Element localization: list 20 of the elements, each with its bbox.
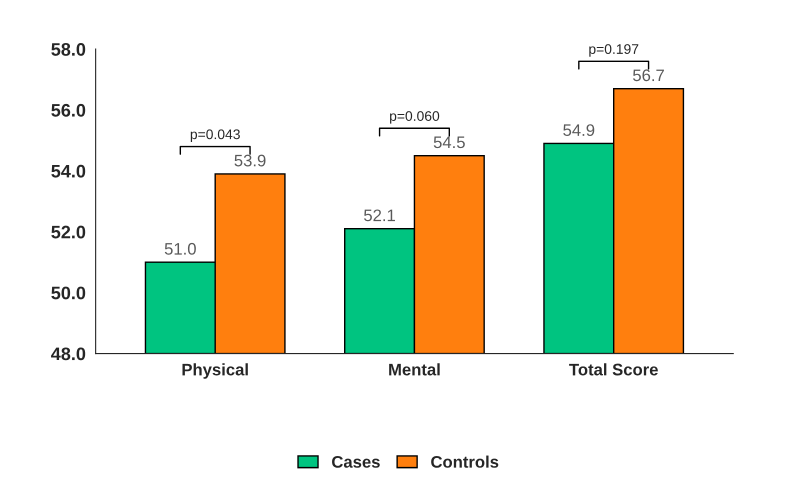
y-tick-label: 54.0 (51, 164, 86, 178)
data-label: 53.9 (234, 154, 266, 166)
annotation: p=0.060 (390, 111, 440, 124)
legend-label: Cases (332, 456, 380, 468)
y-tick-label: 52.0 (51, 226, 86, 238)
legend-label: Controls (431, 456, 498, 468)
y-tick-label: 48.0 (51, 347, 86, 360)
y-tick-label: 56.0 (51, 104, 86, 117)
y-tick-label: 58.0 (51, 43, 86, 56)
data-label: 56.7 (633, 69, 664, 82)
x-tick-label: Total Score (569, 363, 658, 376)
annotation: p=0.197 (589, 44, 638, 57)
data-label: 51.0 (164, 242, 196, 255)
data-label: 54.9 (563, 124, 594, 136)
x-tick-label: Physical (182, 363, 248, 379)
y-tick-label: 50.0 (51, 286, 86, 300)
data-label: 52.1 (364, 209, 395, 222)
data-label: 54.5 (434, 136, 465, 148)
x-tick-label: Mental (389, 363, 440, 376)
annotation: p=0.043 (190, 129, 240, 142)
